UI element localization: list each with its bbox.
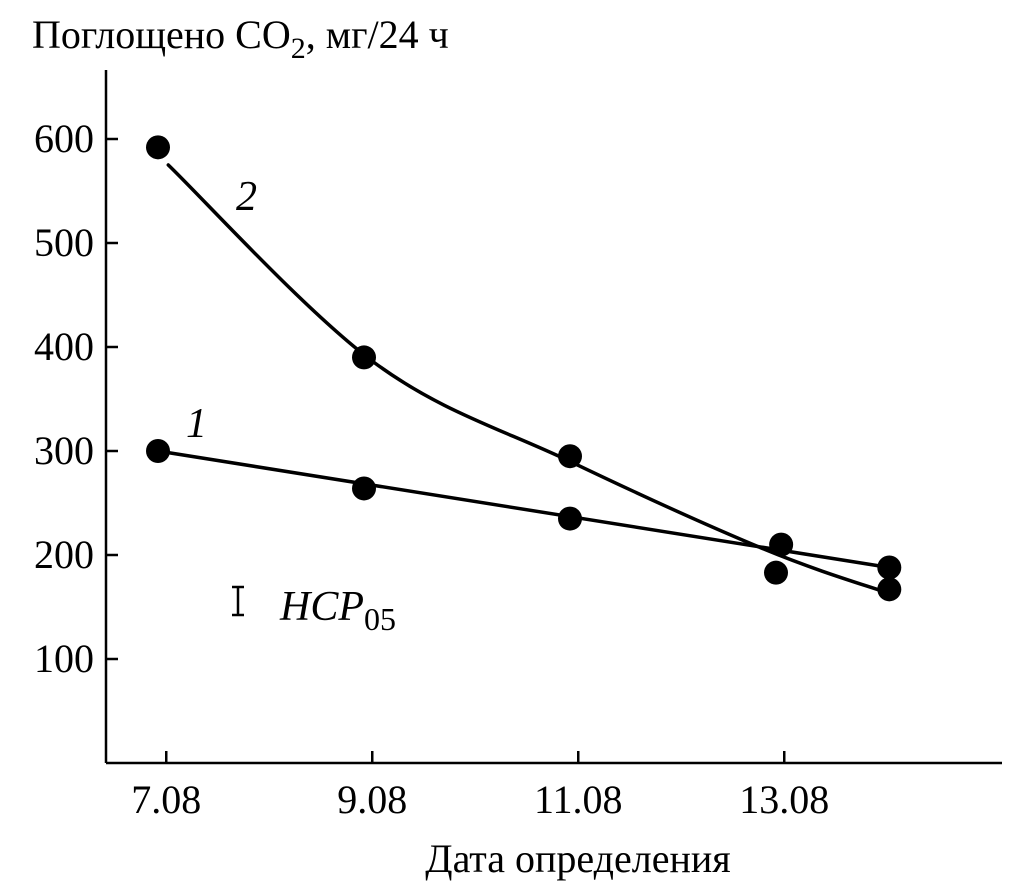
y-axis-title: Поглощено CO2, мг/24 ч: [32, 12, 449, 65]
series-label-2: 2: [236, 174, 257, 220]
y-tick-label: 400: [34, 324, 94, 369]
y-tick-label: 600: [34, 116, 94, 161]
series-curves: [156, 163, 892, 596]
series-1-point: [764, 560, 788, 585]
y-tick-label: 200: [34, 532, 94, 577]
x-tick-label: 9.08: [337, 777, 407, 822]
x-tick-label: 13.08: [739, 777, 829, 822]
series-1-point: [558, 506, 582, 531]
y-tick-label: 100: [34, 636, 94, 681]
y-ticks: 100 200 300 400 500 600: [34, 116, 118, 681]
x-tick-label: 11.08: [534, 777, 623, 822]
y-tick-label: 500: [34, 220, 94, 265]
x-ticks: 7.08 9.08 11.08 13.08: [131, 751, 829, 822]
hcp-label-sub: 05: [364, 601, 396, 637]
series-2-point: [877, 577, 902, 602]
y-axis-title-main: Поглощено CO: [32, 12, 291, 57]
series-points: [146, 135, 902, 602]
series-1-point: [146, 439, 170, 463]
series-1-line: [156, 449, 892, 570]
series-1-point: [877, 555, 902, 580]
x-axis-title: Дата определения: [425, 836, 730, 881]
y-axis-title-sub: 2: [291, 32, 306, 65]
y-axis-title-rest: , мг/24 ч: [306, 12, 449, 57]
y-tick-label: 300: [34, 428, 94, 473]
series-2-point: [769, 532, 794, 557]
series-2-curve: [166, 163, 892, 596]
hcp-label: HCP05: [279, 584, 396, 637]
hcp-annotation: HCP05: [232, 584, 396, 637]
x-tick-label: 7.08: [131, 777, 201, 822]
series-2-point: [146, 135, 170, 160]
hcp-label-main: HCP: [279, 584, 364, 630]
series-label-1: 1: [186, 401, 207, 447]
series-1-point: [352, 476, 376, 501]
series-2-point: [352, 345, 376, 370]
series-2-point: [558, 444, 582, 469]
